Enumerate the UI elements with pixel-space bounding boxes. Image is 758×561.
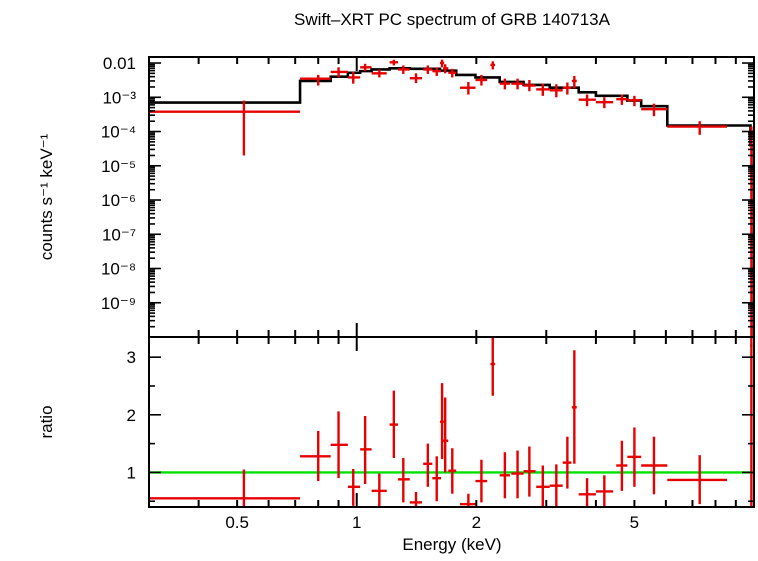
spectrum-data-point-7 — [389, 59, 398, 66]
spectrum-data-point-22 — [549, 84, 563, 98]
spectrum-data-point-29 — [641, 103, 668, 117]
ratio-data-point-16 — [475, 459, 488, 503]
spectrum-data-point-21 — [536, 83, 550, 96]
spectrum-y-tick-label-7: 10⁻⁸ — [101, 260, 136, 279]
spectrum-data-point-15 — [460, 81, 476, 95]
spectrum-data-point-11 — [432, 67, 442, 76]
model-step-line — [149, 67, 754, 337]
ratio-data-point-7 — [389, 390, 398, 459]
spectrum-axes: 0.01 10⁻³ 10⁻⁴ 10⁻⁵ 10⁻⁶ 10⁻⁷ 10⁻⁸ 10⁻⁹ — [101, 54, 755, 351]
spectrum-y-tick-label-4: 10⁻⁵ — [101, 157, 136, 176]
spectrum-data-point-16 — [475, 74, 488, 86]
spectrum-data-point-30 — [667, 121, 727, 135]
spectrum-frame — [148, 56, 755, 338]
x-tick-label-4: 5 — [630, 513, 639, 532]
ratio-y-tick-label-1: 1 — [127, 463, 136, 482]
ratio-data-point-13 — [443, 397, 449, 473]
spectrum-y-tick-label-5: 10⁻⁶ — [101, 191, 136, 210]
ratio-data-point-4 — [347, 468, 361, 506]
ratio-frame — [148, 336, 755, 508]
spectrum-data-point-6 — [371, 69, 387, 78]
spectrum-data-point-28 — [627, 95, 642, 107]
ratio-data-point-27 — [616, 440, 628, 491]
ratio-y-tick-label-2: 2 — [127, 406, 136, 425]
x-tick-label-3: 2 — [472, 513, 481, 532]
ratio-data-point-21 — [536, 465, 550, 507]
spectrum-y-tick-label-6: 10⁻⁷ — [102, 225, 136, 244]
spectrum-data-point-1 — [149, 100, 301, 156]
spectrum-data-point-2 — [300, 74, 331, 86]
spectrum-data-point-8 — [397, 65, 410, 74]
ratio-data-point-11 — [432, 456, 442, 502]
spectrum-data-point-19 — [511, 78, 524, 90]
ratio-data-point-14 — [448, 448, 457, 494]
ratio-data-point-20 — [523, 446, 536, 497]
spectrum-data-point-23 — [562, 82, 572, 95]
ratio-data-point-23 — [562, 436, 572, 489]
ratio-data-point-10 — [423, 443, 433, 487]
spectrum-data-point-4 — [347, 71, 361, 84]
x-tick-label-1: 0.5 — [225, 513, 249, 532]
ratio-data-point-5 — [360, 415, 372, 484]
spectrum-data-point-17 — [490, 61, 496, 70]
ratio-data-point-28 — [627, 427, 642, 487]
spectrum-data-point-13 — [443, 64, 449, 74]
spectrum-data-point-3 — [330, 67, 348, 78]
ratio-data-point-1 — [149, 469, 301, 507]
spectrum-y-tick-label-1: 0.01 — [103, 54, 136, 73]
spectrum-panel — [149, 59, 754, 337]
ratio-data-point-30 — [667, 455, 727, 505]
spectrum-data-point-14 — [448, 68, 457, 78]
ratio-data-point-18 — [499, 452, 510, 499]
spectrum-data-point-20 — [523, 79, 536, 92]
ratio-data-point-12 — [439, 383, 445, 460]
x-tick-label-2: 1 — [352, 513, 361, 532]
spectrum-y-tick-label-3: 10⁻⁴ — [101, 123, 136, 142]
spectrum-data-point-10 — [423, 65, 433, 74]
spectrum-y-tick-label-8: 10⁻⁹ — [101, 294, 136, 313]
ratio-data-point-15 — [460, 493, 476, 507]
ratio-data-point-17 — [490, 337, 496, 396]
ratio-y-tick-label-3: 3 — [127, 348, 136, 367]
chart-title: Swift–XRT PC spectrum of GRB 140713A — [294, 10, 611, 29]
ratio-data-point-24 — [571, 350, 577, 464]
ratio-panel — [149, 337, 754, 507]
spectrum-data-point-12 — [439, 59, 445, 68]
spectrum-data-point-25 — [578, 94, 596, 107]
ratio-data-point-9 — [409, 492, 423, 507]
ratio-data-point-19 — [511, 450, 524, 499]
ratio-data-point-31 — [750, 337, 753, 507]
ratio-y-axis-label: ratio — [37, 405, 56, 438]
ratio-axes: 0.5 1 2 5 1 2 3 — [127, 348, 755, 532]
spectrum-data-point-9 — [409, 73, 423, 84]
ratio-data-point-25 — [578, 478, 596, 507]
spectrum-data-point-27 — [616, 94, 628, 105]
x-axis-label: Energy (keV) — [402, 535, 501, 554]
spectrum-data-point-18 — [499, 78, 510, 90]
spectrum-y-tick-label-2: 10⁻³ — [102, 88, 136, 107]
spectrum-y-axis-label: counts s⁻¹ keV⁻¹ — [37, 133, 56, 260]
spectrum-data-point-5 — [360, 63, 372, 72]
ratio-data-point-6 — [371, 473, 387, 507]
ratio-data-point-2 — [300, 430, 331, 482]
spectrum-data-point-24 — [571, 75, 577, 89]
ratio-data-point-26 — [595, 475, 614, 507]
ratio-data-point-22 — [549, 464, 563, 507]
ratio-data-point-3 — [330, 411, 348, 479]
ratio-data-point-8 — [397, 458, 410, 503]
spectrum-data-point-26 — [595, 97, 614, 109]
ratio-data-point-29 — [641, 436, 668, 495]
